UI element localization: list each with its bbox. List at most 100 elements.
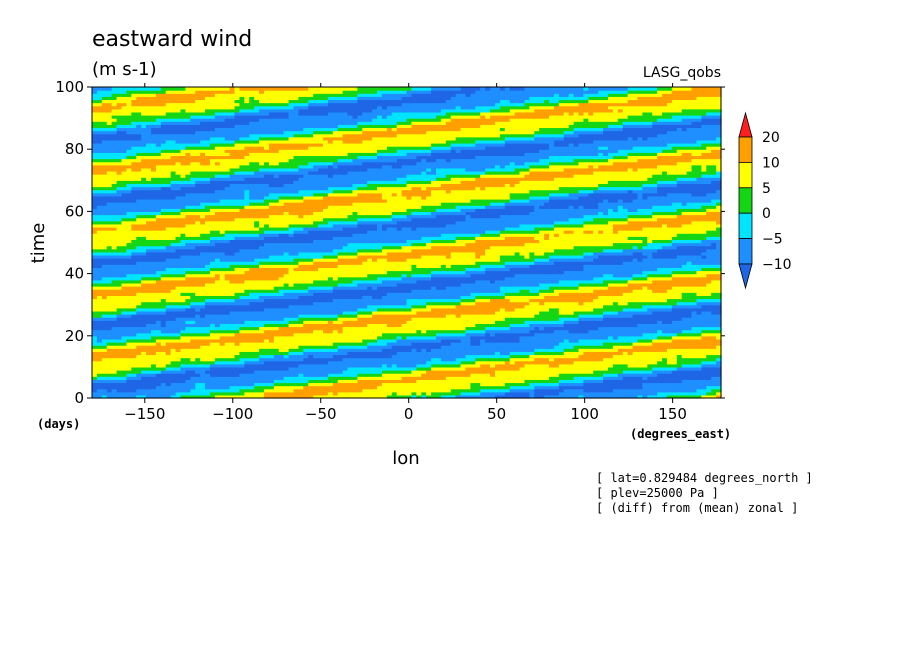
heatmap-cell	[578, 298, 584, 303]
heatmap-cell	[691, 317, 698, 321]
heatmap-cell	[509, 348, 516, 352]
heatmap-cell	[509, 385, 516, 390]
heatmap-cell	[603, 345, 609, 349]
heatmap-cell	[460, 335, 467, 340]
heatmap-cell	[155, 335, 162, 340]
heatmap-cell	[514, 307, 521, 312]
heatmap-cell	[101, 326, 108, 331]
heatmap-cell	[121, 338, 127, 343]
heatmap-cell	[666, 314, 673, 318]
heatmap-cell	[111, 329, 118, 334]
heatmap-cell	[696, 373, 702, 377]
heatmap-cell	[553, 317, 560, 321]
heatmap-cell	[627, 348, 634, 352]
heatmap-cell	[480, 332, 486, 337]
heatmap-cell	[136, 298, 142, 303]
heatmap-cell	[298, 376, 304, 380]
heatmap-cell	[322, 310, 329, 315]
heatmap-cell	[603, 304, 609, 309]
heatmap-cell	[563, 370, 570, 374]
heatmap-cell	[494, 295, 501, 300]
heatmap-cell	[259, 314, 265, 318]
heatmap-cell	[244, 376, 250, 380]
heatmap-cell	[549, 301, 555, 306]
heatmap-cell	[170, 373, 177, 377]
heatmap-cell	[190, 382, 196, 387]
heatmap-cell	[234, 317, 241, 321]
heatmap-cell	[313, 385, 319, 390]
heatmap-cell	[662, 345, 668, 349]
heatmap-cell	[318, 276, 324, 281]
heatmap-cell	[155, 363, 162, 368]
heatmap-cell	[706, 279, 712, 284]
heatmap-cell	[514, 342, 521, 346]
heatmap-cell	[706, 382, 712, 387]
heatmap-cell	[588, 310, 594, 315]
heatmap-cell	[229, 292, 236, 296]
heatmap-cell	[485, 391, 491, 396]
heatmap-cell	[372, 292, 378, 296]
heatmap-cell	[254, 292, 260, 296]
heatmap-cell	[647, 279, 653, 284]
heatmap-cell	[622, 348, 629, 352]
heatmap-cell	[386, 335, 393, 340]
heatmap-cell	[553, 351, 560, 356]
heatmap-cell	[490, 301, 496, 306]
heatmap-cell	[131, 391, 137, 396]
heatmap-cell	[607, 279, 614, 284]
heatmap-cell	[549, 304, 555, 309]
heatmap-cell	[460, 332, 467, 337]
heatmap-cell	[470, 289, 476, 293]
heatmap-cell	[440, 338, 447, 343]
heatmap-cell	[263, 298, 270, 303]
heatmap-cell	[426, 379, 432, 384]
heatmap-cell	[681, 307, 688, 312]
heatmap-cell	[160, 301, 167, 306]
heatmap-cell	[657, 370, 663, 374]
heatmap-cell	[254, 348, 260, 352]
heatmap-cell	[583, 295, 589, 300]
heatmap-cell	[200, 286, 206, 290]
heatmap-cell	[327, 314, 334, 318]
heatmap-cell	[367, 329, 373, 334]
heatmap-cell	[539, 391, 545, 396]
heatmap-cell	[357, 320, 363, 324]
heatmap-cell	[460, 292, 467, 296]
heatmap-cell	[652, 366, 658, 371]
heatmap-cell	[647, 301, 653, 306]
heatmap-cell	[450, 335, 457, 340]
heatmap-cell	[435, 304, 442, 309]
heatmap-cell	[578, 345, 584, 349]
heatmap-cell	[362, 320, 368, 324]
heatmap-cell	[249, 332, 255, 337]
heatmap-cell	[352, 338, 358, 343]
heatmap-cell	[544, 379, 550, 384]
heatmap-cell	[391, 348, 398, 352]
heatmap-cell	[342, 379, 349, 384]
heatmap-cell	[676, 301, 683, 306]
heatmap-cell	[234, 370, 241, 374]
heatmap-cell	[711, 332, 717, 337]
heatmap-cell	[435, 286, 442, 290]
heatmap-cell	[396, 282, 403, 287]
heatmap-cell	[165, 382, 172, 387]
heatmap-cell	[450, 382, 457, 387]
heatmap-cell	[686, 354, 693, 359]
heatmap-cell	[308, 385, 314, 390]
heatmap-cell	[593, 279, 599, 284]
heatmap-cell	[352, 342, 358, 346]
heatmap-cell	[499, 345, 506, 349]
heatmap-cell	[381, 379, 388, 384]
heatmap-cell	[534, 376, 540, 380]
heatmap-cell	[524, 329, 530, 334]
heatmap-cell	[578, 310, 584, 315]
heatmap-cell	[92, 376, 98, 380]
heatmap-cell	[583, 292, 589, 296]
heatmap-cell	[509, 289, 516, 293]
heatmap-cell	[696, 345, 702, 349]
heatmap-cell	[455, 307, 462, 312]
heatmap-cell	[711, 310, 717, 315]
heatmap-cell	[92, 342, 98, 346]
heatmap-cell	[318, 366, 324, 371]
heatmap-cell	[632, 373, 639, 377]
